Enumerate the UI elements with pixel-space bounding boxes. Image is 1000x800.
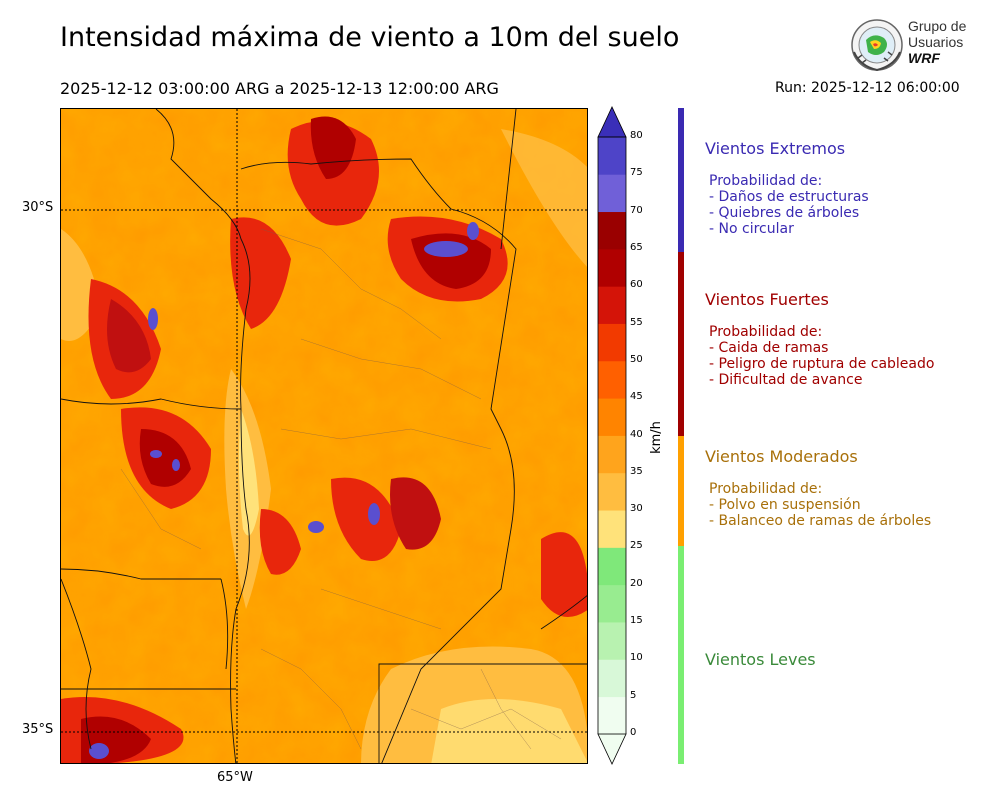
logo-line-2: Usuarios bbox=[908, 34, 964, 50]
colorbar-bin bbox=[598, 137, 626, 175]
lat-label-35s: 35°S bbox=[22, 722, 54, 737]
run-timestamp: Run: 2025-12-12 06:00:00 bbox=[775, 80, 960, 96]
colorbar-bin bbox=[598, 323, 626, 362]
colorbar-bin bbox=[598, 211, 626, 250]
category-bar-extreme bbox=[678, 108, 684, 252]
category-item: - Peligro de ruptura de cableado bbox=[709, 356, 935, 372]
wind-map bbox=[60, 108, 588, 764]
strong-wind-areas bbox=[61, 116, 587, 763]
globe-emblem-icon bbox=[851, 19, 903, 72]
category-item: - Daños de estructuras bbox=[709, 189, 869, 205]
category-title: Vientos Moderados bbox=[705, 447, 858, 466]
colorbar-tick-label: 0 bbox=[630, 727, 637, 738]
category-item: - Quiebres de árboles bbox=[709, 205, 860, 221]
wind-field-svg bbox=[61, 109, 587, 763]
colorbar-tick-label: 80 bbox=[630, 130, 643, 141]
category-probability-label: Probabilidad de: bbox=[709, 173, 823, 189]
extreme-wind-spots bbox=[89, 222, 479, 759]
colorbar-tick-label: 20 bbox=[630, 577, 643, 589]
colorbar-tick-label: 50 bbox=[630, 353, 643, 365]
colorbar-bin bbox=[598, 472, 626, 511]
colorbar-frame bbox=[597, 136, 627, 735]
colorbar-tick-label: 60 bbox=[630, 279, 643, 291]
light-wind-areas bbox=[61, 129, 587, 763]
lat-label-30s: 30°S bbox=[22, 200, 54, 215]
colorbar-bin bbox=[598, 360, 626, 399]
category-probability-label: Probabilidad de: bbox=[709, 481, 823, 497]
colorbar-tick-label: 55 bbox=[630, 316, 643, 328]
colorbar-bin bbox=[598, 622, 626, 660]
category-item: - Balanceo de ramas de árboles bbox=[709, 513, 932, 529]
colorbar-bin bbox=[598, 248, 626, 287]
colorbar-tick-label: 40 bbox=[630, 428, 643, 440]
category-item: - Dificultad de avance bbox=[709, 372, 863, 388]
colorbar-tick-label: 5 bbox=[630, 689, 637, 701]
category-title: Vientos Leves bbox=[705, 650, 816, 669]
logo-line-3: WRF bbox=[908, 50, 940, 66]
colorbar-tick-label: 65 bbox=[630, 241, 643, 253]
colorbar-bin bbox=[598, 510, 626, 548]
province-borders bbox=[61, 109, 587, 763]
colorbar-tick-label: 15 bbox=[630, 615, 643, 627]
gruwrf-logo: Grupo de Usuarios WRF bbox=[848, 16, 973, 74]
logo-line-1: Grupo de bbox=[908, 18, 967, 34]
colorbar-unit-label: km/h bbox=[648, 421, 664, 454]
colorbar-tick-label: 70 bbox=[630, 204, 643, 216]
colorbar-tick-label: 10 bbox=[630, 652, 643, 664]
colorbar-bin bbox=[598, 435, 626, 474]
colorbar-bin bbox=[598, 398, 626, 436]
category-moderate: Vientos Moderados Probabilidad de: - Polvo… bbox=[705, 447, 931, 529]
colorbar-bin bbox=[598, 547, 626, 586]
colorbar-bin bbox=[598, 696, 626, 735]
category-item: - No circular bbox=[709, 221, 794, 237]
category-light: Vientos Leves bbox=[705, 650, 816, 669]
colorbar-tick-label: 75 bbox=[630, 167, 643, 179]
category-bar-moderate bbox=[678, 436, 684, 546]
colorbar-tick-label: 45 bbox=[630, 391, 643, 403]
category-extreme: Vientos Extremos Probabilidad de: - Daños … bbox=[705, 139, 869, 237]
category-strong: Vientos Fuertes Probabilidad de: - Caida d… bbox=[705, 290, 934, 388]
category-probability-label: Probabilidad de: bbox=[709, 324, 823, 340]
forecast-period: 2025-12-12 03:00:00 ARG a 2025-12-13 12:… bbox=[60, 79, 499, 98]
category-bar-strong bbox=[678, 252, 684, 436]
colorbar-tick-label: 25 bbox=[630, 540, 643, 552]
colorbar-bin bbox=[598, 659, 626, 698]
lon-label-65w: 65°W bbox=[217, 770, 253, 785]
category-item: - Caida de ramas bbox=[709, 340, 829, 356]
category-title: Vientos Fuertes bbox=[705, 290, 829, 309]
department-borders bbox=[120, 228, 562, 750]
category-title: Vientos Extremos bbox=[705, 139, 846, 158]
colorbar-bin bbox=[598, 174, 626, 213]
colorbar-tick-label: 30 bbox=[630, 503, 643, 515]
graticule-lines bbox=[61, 109, 587, 763]
page-title: Intensidad máxima de viento a 10m del su… bbox=[60, 22, 680, 53]
category-bar-light bbox=[678, 546, 684, 764]
colorbar-extend-max bbox=[597, 106, 627, 138]
colorbar-tick-label: 35 bbox=[630, 465, 643, 477]
colorbar-bin bbox=[598, 286, 626, 324]
colorbar bbox=[597, 106, 627, 765]
colorbar-extend-min bbox=[597, 733, 627, 765]
colorbar-bin bbox=[598, 584, 626, 623]
category-item: - Polvo en suspensión bbox=[709, 497, 861, 513]
